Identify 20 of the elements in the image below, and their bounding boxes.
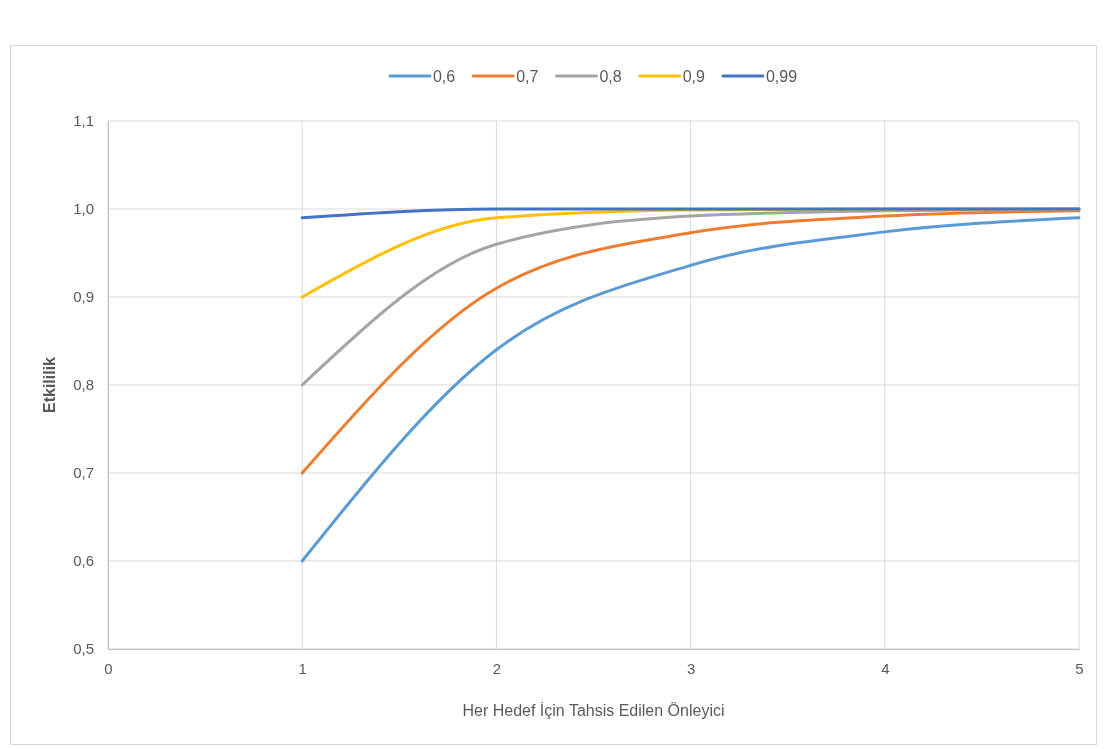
x-tick-label: 2	[492, 659, 502, 677]
legend-label: 0,99	[765, 67, 798, 85]
legend-label: 0,7	[516, 67, 539, 85]
x-tick-label: 4	[881, 659, 890, 677]
y-tick-label: 1,0	[73, 200, 94, 218]
y-tick-label: 0,8	[73, 376, 94, 394]
x-tick-label: 0	[104, 659, 113, 677]
x-axis-title: Her Hedef İçin Tahsis Edilen Önleyici	[462, 701, 725, 719]
y-tick-label: 1,1	[73, 112, 94, 130]
y-axis-title: Etkililik	[41, 356, 58, 414]
x-tick-label: 3	[686, 659, 696, 677]
x-tick-label: 5	[1075, 659, 1084, 677]
legend-label: 0,9	[682, 67, 706, 85]
legend-label: 0,8	[599, 67, 622, 85]
x-tick-label: 1	[298, 659, 307, 677]
y-tick-label: 0,9	[73, 288, 94, 306]
y-tick-label: 0,5	[73, 640, 94, 658]
y-tick-label: 0,7	[73, 464, 94, 482]
legend-label: 0,6	[432, 67, 456, 85]
y-tick-label: 0,6	[73, 552, 94, 570]
